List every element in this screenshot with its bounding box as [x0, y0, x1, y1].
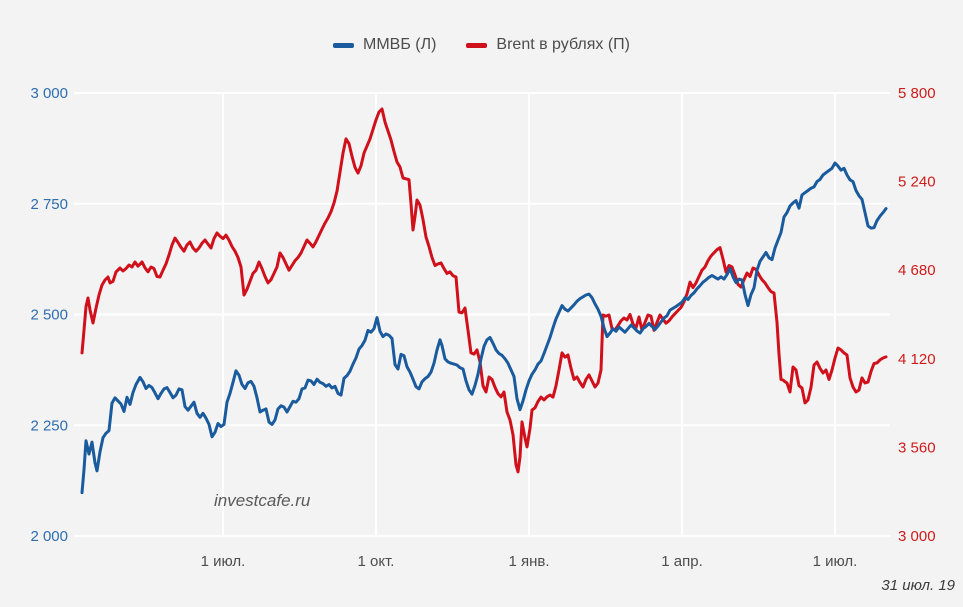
legend-item-mmvb[interactable]: ММВБ (Л) [332, 36, 437, 54]
y-axis-left-tick-label: 3 000 [30, 85, 68, 102]
footnote-date: 31 июл. 19 [881, 577, 955, 594]
y-axis-left-tick-label: 2 250 [30, 417, 68, 434]
y-axis-right-tick-label: 4 120 [898, 351, 936, 368]
y-axis-right-tick-label: 3 000 [898, 528, 936, 545]
series-line-brent [80, 107, 888, 474]
y-axis-right-tick-label: 5 800 [898, 85, 936, 102]
legend: ММВБ (Л) Brent в рублях (П) [0, 36, 963, 54]
legend-swatch-mmvb-icon [332, 42, 354, 48]
legend-swatch-brent-icon [466, 42, 488, 48]
y-axis-right-tick-label: 5 240 [898, 174, 936, 191]
x-axis-tick-label: 1 апр. [661, 553, 702, 570]
legend-label-brent: Brent в рублях (П) [496, 36, 630, 53]
watermark: investcafe.ru [214, 491, 311, 510]
y-axis-right-tick-label: 4 680 [898, 262, 936, 279]
legend-item-brent[interactable]: Brent в рублях (П) [466, 36, 630, 54]
series-line-mmvb [80, 161, 888, 495]
y-axis-left-tick-label: 2 750 [30, 196, 68, 213]
y-axis-left-tick-label: 2 500 [30, 307, 68, 324]
x-axis-tick-label: 1 июл. [813, 553, 858, 570]
y-axis-right-tick-label: 3 560 [898, 439, 936, 456]
x-axis-tick-label: 1 янв. [508, 553, 549, 570]
legend-label-mmvb: ММВБ (Л) [362, 36, 437, 53]
x-axis-tick-label: 1 июл. [201, 553, 246, 570]
x-axis-tick-label: 1 окт. [358, 553, 395, 570]
y-axis-left-tick-label: 2 000 [30, 528, 68, 545]
